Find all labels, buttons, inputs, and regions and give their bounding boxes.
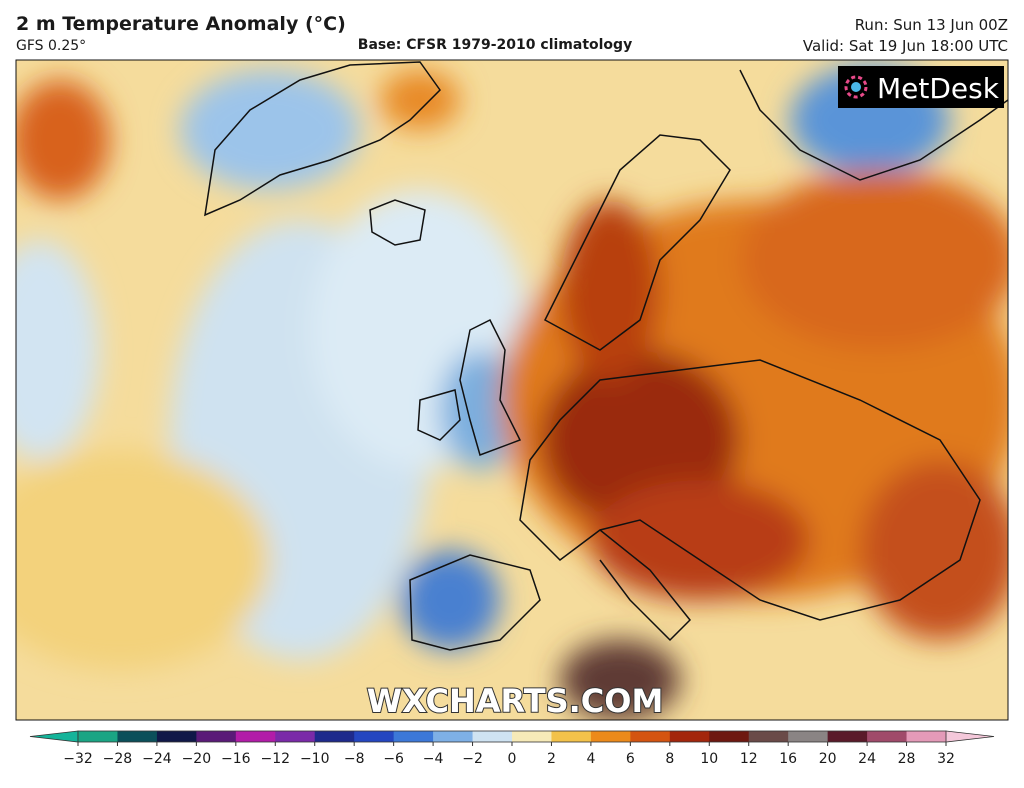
colorbar-tick-label: −10 [300,751,330,767]
colorbar-segment [512,731,552,742]
colorbar-segment [275,731,316,742]
colorbar-tick-label: 24 [858,751,876,767]
colorbar-tick-label: 12 [740,751,758,767]
logo-icon [844,75,868,99]
colorbar-tick-label: 28 [898,751,916,767]
colorbar-tick-label: −12 [260,751,290,767]
logo: MetDesk [877,72,1000,105]
colorbar-segment [472,731,513,742]
colorbar-segment [590,731,631,742]
colorbar-tick-label: 4 [586,751,595,767]
colorbar-tick-label: −32 [63,751,93,767]
coastlines [204,61,1008,651]
colorbar-tick-label: −4 [423,751,444,767]
watermark: WXCHARTS.COM [367,682,664,720]
colorbar-segment [78,731,118,742]
colorbar-tick-label: −16 [221,751,251,767]
colorbar-segment [867,731,908,742]
colorbar-tick-label: 0 [508,751,517,767]
colorbar-tick-label: −24 [142,751,172,767]
colorbar-tick-label: −20 [182,751,212,767]
map-frame [15,59,1009,721]
colorbar-tick-label: 10 [700,751,718,767]
colorbar-segment [630,731,671,742]
colorbar-tick-label: 16 [779,751,797,767]
colorbar-segment [788,731,829,742]
title: 2 m Temperature Anomaly (°C) [16,13,346,35]
colorbar-segment [156,731,197,742]
colorbar-segment [709,731,750,742]
map: MetDesk WXCHARTS.COM [16,60,1008,720]
colorbar-tick-label: 32 [937,751,955,767]
colorbar-segment [354,731,395,742]
valid: Valid: Sat 19 Jun 18:00 UTC [803,37,1008,55]
model: GFS 0.25° [16,38,86,54]
colorbar-over [945,730,995,743]
colorbar-tick-label: 6 [626,751,635,767]
colorbar-tick-label: 2 [547,751,556,767]
colorbar-segment [433,731,474,742]
colorbar: −32 −28 −24 −20 −16 −12 −10 −8 −6 −4 −2 0 2 4 6 8 10 12 16… [29,730,995,767]
colorbar-segment [748,731,789,742]
colorbar-tick-label: −2 [462,751,483,767]
colorbar-tick-label: −28 [103,751,133,767]
colorbar-segment [906,731,947,742]
colorbar-segment [117,731,158,742]
colorbar-tick-label: 8 [665,751,674,767]
anomaly-field [16,65,1008,720]
colorbar-segment [551,731,592,742]
colorbar-segment [827,731,868,742]
colorbar-tick-label: −8 [344,751,365,767]
colorbar-tick-label: −6 [383,751,404,767]
colorbar-under [29,730,79,743]
colorbar-segment [393,731,434,742]
colorbar-segment [314,731,355,742]
colorbar-segment [669,731,710,742]
base: Base: CFSR 1979-2010 climatology [358,37,632,53]
colorbar-tick-label: 20 [819,751,837,767]
colorbar-segment [235,731,276,742]
run: Run: Sun 13 Jun 00Z [855,16,1008,34]
colorbar-segment [196,731,237,742]
